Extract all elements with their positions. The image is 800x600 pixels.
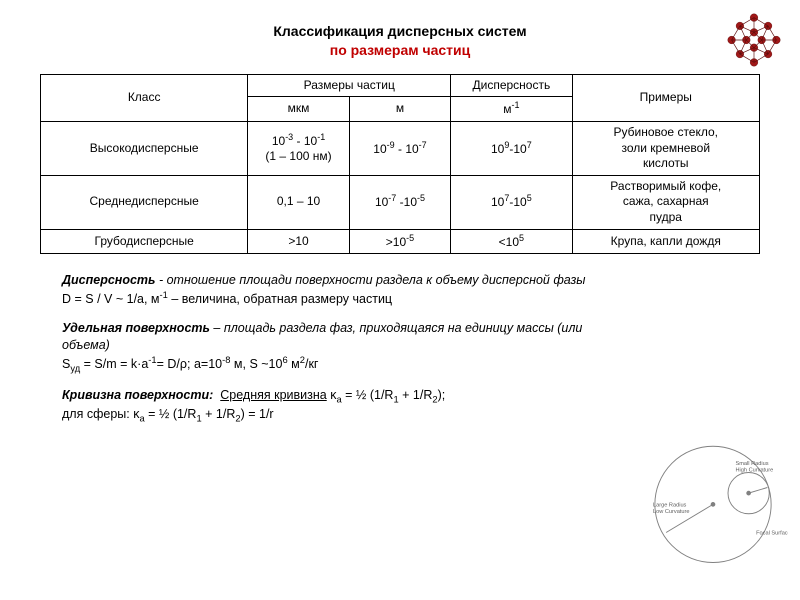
cell-disp: <105 <box>451 229 572 254</box>
th-disp-unit: м-1 <box>451 97 572 122</box>
cell-size-m: >10-5 <box>349 229 450 254</box>
cell-size-m: 10-9 - 10-7 <box>349 121 450 175</box>
cell-size-um: >10 <box>248 229 349 254</box>
cell-size-m: 10-7 -10-5 <box>349 175 450 229</box>
curvature-diagram: Small Radius High Curvature Large Radius… <box>638 420 788 570</box>
th-examples: Примеры <box>572 74 759 121</box>
table-row: Среднедисперсные 0,1 – 10 10-7 -10-5 107… <box>41 175 760 229</box>
svg-text:Small Radius: Small Radius <box>736 461 769 467</box>
dispersity-def: Дисперсность - отношение площади поверхн… <box>62 272 622 308</box>
th-disp: Дисперсность <box>451 74 572 97</box>
th-size-um: мкм <box>248 97 349 122</box>
curvature-def: Кривизна поверхности: Средняя кривизна κ… <box>62 387 622 425</box>
svg-text:Focal Surface: Focal Surface <box>756 530 788 536</box>
table-row: Высокодисперсные 10-3 - 10-1(1 – 100 нм)… <box>41 121 760 175</box>
th-class: Класс <box>41 74 248 121</box>
table-row: Грубодисперсные >10 >10-5 <105 Крупа, ка… <box>41 229 760 254</box>
th-size: Размеры частиц <box>248 74 451 97</box>
cell-class: Грубодисперсные <box>41 229 248 254</box>
cell-size-um: 0,1 – 10 <box>248 175 349 229</box>
cell-examples: Крупа, капли дождя <box>572 229 759 254</box>
cell-examples: Растворимый кофе,сажа, сахарнаяпудра <box>572 175 759 229</box>
cell-size-um: 10-3 - 10-1(1 – 100 нм) <box>248 121 349 175</box>
svg-text:Large Radius: Large Radius <box>653 502 687 508</box>
cell-class: Среднедисперсные <box>41 175 248 229</box>
svg-text:Low Curvature: Low Curvature <box>653 509 689 515</box>
cell-disp: 107-105 <box>451 175 572 229</box>
definitions-block: Дисперсность - отношение площади поверхн… <box>62 272 622 425</box>
molecule-icon <box>722 8 786 72</box>
specific-surface-def: Удельная поверхность – площадь раздела ф… <box>62 320 622 375</box>
cell-class: Высокодисперсные <box>41 121 248 175</box>
page-title: Классификация дисперсных систем по разме… <box>0 0 800 60</box>
th-size-m: м <box>349 97 450 122</box>
svg-text:High Curvature: High Curvature <box>736 468 774 474</box>
cell-examples: Рубиновое стекло,золи кремневойкислоты <box>572 121 759 175</box>
classification-table: Класс Размеры частиц Дисперсность Пример… <box>40 74 760 254</box>
title-line2: по размерам частиц <box>0 41 800 60</box>
title-line1: Классификация дисперсных систем <box>0 22 800 41</box>
cell-disp: 109-107 <box>451 121 572 175</box>
